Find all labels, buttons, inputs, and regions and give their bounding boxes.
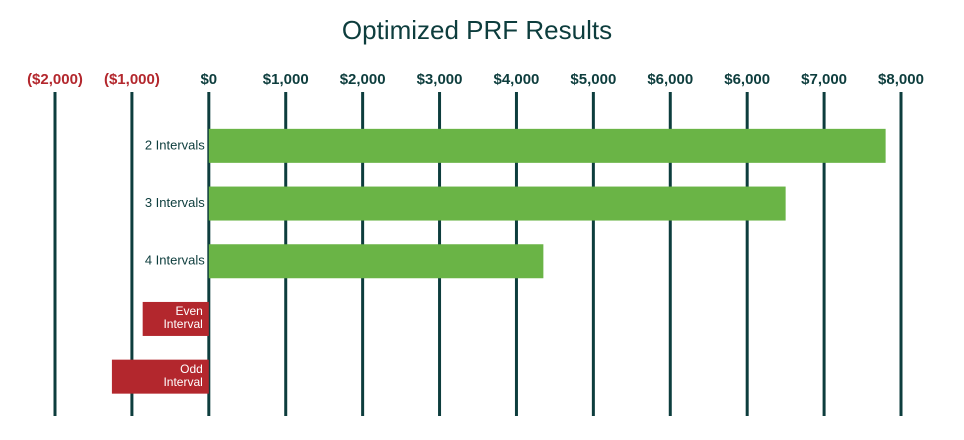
- bars: [111, 128, 886, 394]
- x-tick-label: $8,000: [878, 71, 924, 88]
- bar: [208, 244, 544, 279]
- category-label: 2 Intervals: [145, 137, 205, 152]
- bar: [208, 128, 886, 163]
- category-label: Odd Interval: [163, 361, 203, 389]
- category-label: 3 Intervals: [145, 195, 205, 210]
- chart-title: Optimized PRF Results: [342, 15, 612, 45]
- x-tick-label: $1,000: [263, 71, 309, 88]
- x-tick-label: ($2,000): [27, 71, 83, 88]
- bar: [111, 359, 209, 394]
- x-tick-label: $6,000: [647, 71, 693, 88]
- x-tick-label: $5,000: [570, 71, 616, 88]
- x-tick-label: $4,000: [494, 71, 540, 88]
- x-tick-label: $2,000: [340, 71, 386, 88]
- x-tick-label: $7,000: [801, 71, 847, 88]
- x-tick-label: $0: [200, 71, 217, 88]
- category-label-box: Odd Interval: [163, 361, 203, 389]
- x-tick-label: ($1,000): [104, 71, 160, 88]
- x-tick-label: $6,000: [724, 71, 770, 88]
- category-label: 4 Intervals: [145, 253, 205, 268]
- category-label-box: Even Interval: [163, 303, 203, 331]
- bar: [142, 301, 209, 336]
- bar: [208, 186, 786, 221]
- category-label: Even Interval: [163, 303, 203, 331]
- x-tick-label: $3,000: [417, 71, 463, 88]
